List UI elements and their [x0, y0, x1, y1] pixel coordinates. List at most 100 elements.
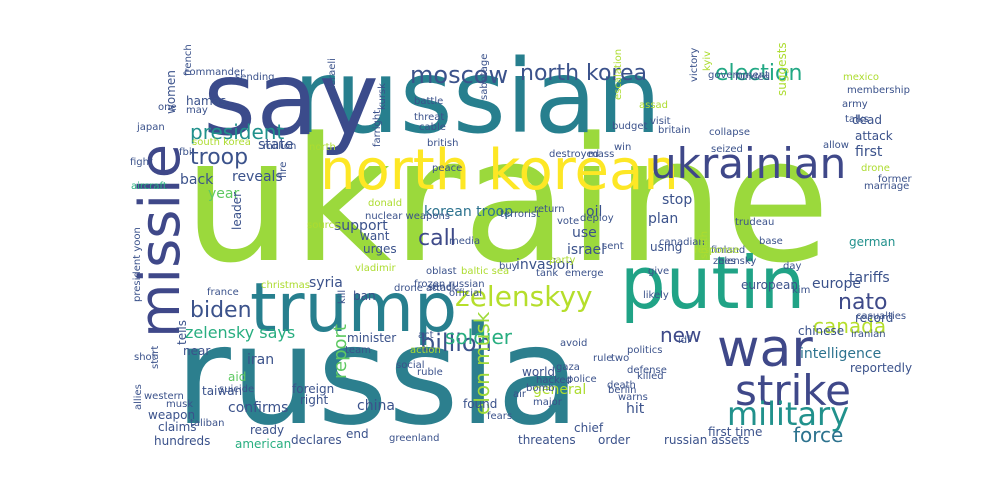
cloud-word: base	[759, 236, 783, 247]
cloud-word: south	[699, 231, 710, 259]
cloud-word: declares	[291, 433, 342, 447]
cloud-word: canadian	[659, 237, 705, 248]
cloud-word: syria	[309, 275, 343, 291]
cloud-word: politics	[627, 345, 663, 356]
cloud-word: likely	[643, 290, 669, 301]
cloud-word: reveals	[232, 169, 283, 185]
cloud-word: police	[567, 374, 597, 385]
cloud-word: zelenskyy	[455, 280, 593, 313]
cloud-word: major	[533, 397, 562, 408]
cloud-word: zelensky	[713, 256, 757, 267]
cloud-word: deploy	[580, 213, 614, 224]
cloud-word: budget	[612, 121, 648, 132]
cloud-word: leader	[230, 191, 244, 230]
cloud-word: chief	[574, 421, 604, 435]
cloud-word: north korea	[520, 61, 648, 86]
cloud-word: taliban	[190, 418, 225, 429]
cloud-word: say	[203, 40, 380, 159]
cloud-word: nato	[838, 290, 888, 315]
cloud-word: record	[855, 311, 894, 325]
cloud-word: order	[598, 433, 630, 447]
cloud-word: air	[513, 389, 527, 400]
cloud-word: claims	[158, 420, 197, 434]
cloud-word: commander	[184, 67, 245, 78]
cloud-word: victory	[689, 47, 700, 82]
cloud-word: election	[715, 61, 803, 86]
cloud-word: battle	[414, 96, 444, 107]
cloud-word: north	[309, 142, 336, 153]
cloud-word: threatens	[518, 433, 576, 447]
cloud-word: idf	[678, 335, 691, 346]
cloud-word: two	[611, 353, 630, 364]
cloud-word: suggests	[775, 42, 789, 96]
cloud-word: mexico	[843, 72, 880, 83]
cloud-word: killed	[637, 371, 664, 382]
cloud-word: french	[183, 44, 194, 76]
cloud-word: send	[428, 282, 453, 293]
cloud-word: fight	[130, 157, 153, 168]
cloud-word: reportedly	[850, 361, 913, 375]
cloud-word: death	[607, 380, 636, 391]
cloud-word: ukrainian	[650, 139, 847, 188]
cloud-word: collapse	[709, 127, 751, 138]
cloud-word: terrorist	[500, 209, 541, 220]
cloud-word: urges	[363, 242, 397, 256]
cloud-word: vote	[557, 216, 580, 227]
cloud-word: end	[346, 427, 369, 441]
cloud-word: plan	[648, 211, 679, 227]
cloud-word: vladimir	[355, 263, 396, 274]
cloud-word: sending	[235, 72, 275, 83]
cloud-word: ban	[353, 289, 376, 303]
cloud-word: musk	[166, 399, 194, 410]
cloud-word: british	[427, 138, 459, 149]
cloud-word: force	[793, 423, 844, 447]
cloud-word: seized	[711, 144, 743, 155]
cloud-word: act	[418, 330, 434, 341]
cloud-word: year	[208, 186, 240, 202]
cloud-word: hit	[626, 401, 645, 417]
cloud-word: day	[783, 261, 802, 272]
cloud-word: hacked	[536, 375, 572, 386]
cloud-word: shot	[134, 352, 156, 363]
cloud-word: aircraft	[131, 181, 167, 192]
cloud-word: ukraine	[183, 100, 831, 301]
cloud-word: american	[235, 437, 292, 451]
cloud-word: zelensky says	[185, 323, 296, 342]
cloud-word: aid	[228, 370, 247, 384]
cloud-word: france	[207, 287, 239, 298]
cloud-word: berlin	[608, 385, 637, 396]
cloud-word: european	[741, 278, 798, 292]
cloud-word: gaza	[556, 362, 580, 373]
cloud-word: donald	[368, 198, 403, 209]
cloud-word: emerge	[565, 268, 604, 279]
cloud-word: russia	[175, 298, 580, 456]
cloud-word: former	[878, 174, 912, 185]
cloud-word: give	[648, 266, 670, 277]
cloud-word: general	[533, 382, 587, 398]
cloud-word: tank	[536, 268, 559, 279]
cloud-word: rule	[593, 353, 613, 364]
cloud-word: escalation	[613, 48, 624, 100]
cloud-word: korean troop	[424, 204, 514, 220]
cloud-word: state	[258, 137, 294, 153]
cloud-word: dead	[852, 113, 882, 127]
cloud-word: intelligence	[800, 346, 882, 362]
cloud-word: want	[360, 229, 390, 243]
cloud-word: million	[263, 141, 297, 152]
cloud-word: president	[190, 120, 285, 144]
cloud-word: south korea	[192, 137, 251, 148]
cloud-word: win	[614, 142, 632, 153]
cloud-word: president yoon	[132, 227, 143, 302]
cloud-word: using	[650, 240, 683, 254]
cloud-word: tells	[175, 319, 189, 345]
cloud-word: biden	[190, 298, 252, 323]
cloud-word: trudeau	[735, 217, 775, 228]
cloud-word: europe	[812, 276, 861, 292]
cloud-word: party	[549, 255, 576, 266]
cloud-word: first time	[708, 425, 763, 439]
cloud-word: iran	[247, 352, 275, 368]
cloud-word: kursk	[377, 83, 388, 110]
cloud-word: german	[849, 235, 896, 249]
cloud-word: hamas	[186, 94, 227, 108]
